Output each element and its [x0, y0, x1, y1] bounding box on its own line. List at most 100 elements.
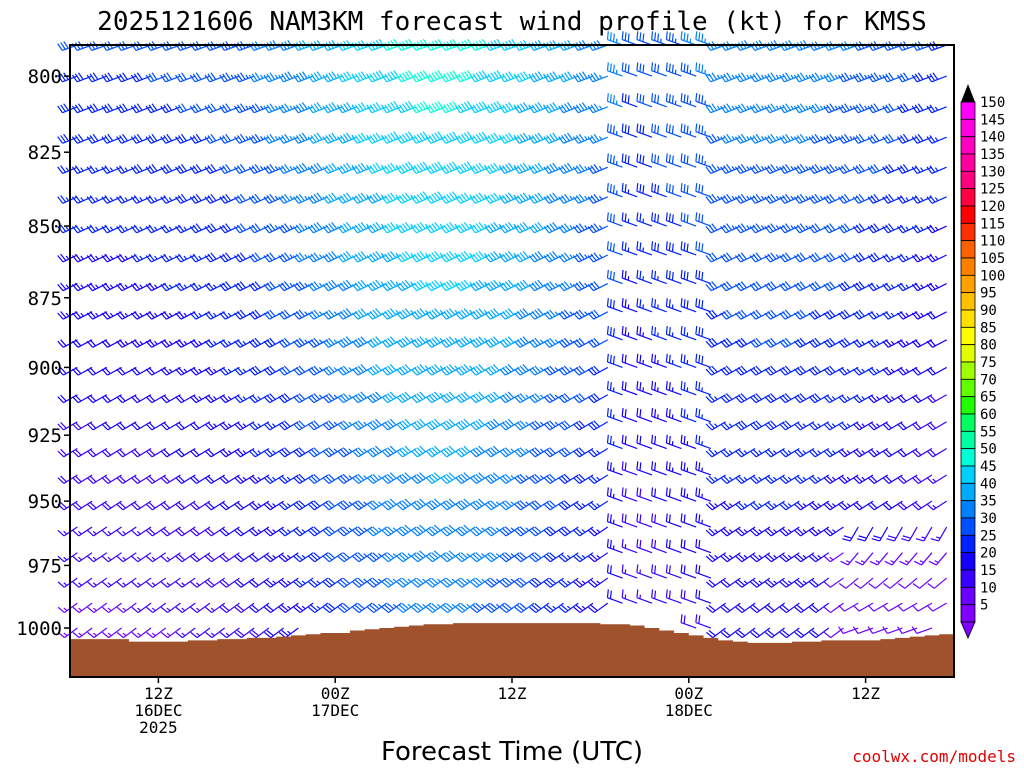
wind-barb	[205, 627, 226, 639]
wind-barb	[101, 627, 122, 639]
wind-barb	[86, 253, 108, 263]
wind-barb	[838, 421, 859, 431]
wind-barb	[86, 394, 108, 404]
wind-barb	[366, 221, 388, 234]
wind-barb	[292, 193, 314, 204]
wind-barb	[175, 282, 196, 292]
wind-barb	[86, 500, 108, 511]
wind-barb	[838, 103, 859, 114]
wind-barb	[705, 500, 726, 511]
colorbar-label: 70	[980, 372, 997, 388]
wind-barb	[897, 282, 918, 292]
wind-barb	[572, 252, 594, 263]
wind-barb	[440, 445, 461, 458]
wind-barb	[263, 526, 284, 537]
wind-barb	[779, 552, 800, 563]
wind-barb	[278, 552, 299, 563]
wind-barb	[101, 103, 122, 114]
colorbar-swatch	[960, 500, 976, 519]
wind-barb	[896, 103, 918, 114]
wind-barb	[189, 133, 211, 144]
wind-barb	[263, 252, 284, 263]
wind-barb	[705, 526, 726, 537]
wind-barb	[513, 132, 535, 144]
wind-barb	[735, 602, 756, 614]
wind-barb	[750, 602, 771, 614]
wind-barb	[665, 408, 682, 423]
wind-barb	[528, 102, 550, 114]
y-tick-label: 900	[28, 357, 62, 379]
wind-barb	[410, 221, 432, 234]
wind-barb	[307, 132, 329, 144]
wind-barb	[587, 223, 609, 234]
wind-barb	[911, 394, 933, 404]
wind-barb	[543, 281, 564, 292]
wind-barb	[469, 308, 491, 320]
wind-barb	[484, 500, 505, 511]
y-tick-label: 950	[28, 491, 62, 513]
wind-barb	[101, 526, 122, 537]
wind-barb	[823, 164, 844, 175]
wind-barb	[779, 577, 800, 588]
wind-barb	[749, 281, 771, 292]
wind-barb	[175, 421, 196, 431]
wind-barb	[514, 500, 535, 511]
wind-barb	[204, 421, 226, 431]
x-tick-label: 16DEC	[134, 701, 182, 720]
wind-barb	[337, 162, 358, 175]
wind-barb	[779, 103, 800, 114]
wind-barb	[680, 123, 697, 138]
wind-barb	[528, 500, 550, 511]
wind-barb	[543, 500, 564, 511]
wind-barb	[145, 421, 167, 431]
wind-barb	[87, 602, 108, 614]
colorbar-swatch	[960, 136, 976, 155]
x-tick-label: 18DEC	[665, 701, 713, 720]
wind-barb	[794, 577, 815, 588]
colorbar-label: 100	[980, 268, 1005, 284]
wind-barb	[234, 602, 255, 614]
wind-barb	[292, 102, 314, 114]
wind-barb	[131, 577, 152, 588]
wind-barb	[72, 602, 93, 614]
wind-barb	[278, 223, 299, 234]
wind-barb	[351, 279, 373, 292]
colorbar-swatch	[960, 413, 976, 432]
wind-barb	[779, 365, 800, 376]
wind-barb	[882, 193, 903, 204]
wind-barb	[558, 71, 579, 83]
wind-barb	[248, 133, 270, 144]
wind-barb	[337, 102, 358, 114]
wind-barb	[234, 309, 255, 320]
wind-barb	[71, 224, 93, 234]
wind-barb	[572, 393, 594, 404]
wind-barb	[558, 500, 579, 511]
wind-barb	[293, 552, 314, 563]
wind-barb	[606, 153, 623, 168]
wind-barb	[219, 394, 240, 404]
wind-barb	[86, 165, 108, 175]
wind-barb	[189, 282, 211, 292]
wind-barb	[204, 282, 225, 292]
wind-barb	[440, 191, 461, 204]
wind-barb	[852, 252, 874, 263]
wind-barb	[160, 366, 181, 376]
colorbar-label: 145	[980, 112, 1005, 128]
wind-barb	[636, 461, 653, 476]
colorbar-swatch	[960, 361, 976, 380]
wind-barb	[543, 309, 564, 320]
wind-barb	[926, 602, 947, 612]
wind-barb	[651, 212, 667, 227]
wind-barb	[528, 192, 550, 204]
wind-barb	[440, 364, 461, 376]
wind-barb	[606, 123, 623, 138]
wind-barb	[680, 614, 697, 629]
wind-barb	[587, 337, 609, 348]
wind-barb	[543, 552, 564, 563]
wind-barb	[720, 526, 741, 537]
wind-barb	[278, 420, 299, 431]
y-tick-label: 850	[28, 216, 62, 238]
wind-barb	[366, 192, 388, 204]
wind-barb	[248, 103, 270, 114]
wind-barb	[454, 161, 476, 175]
